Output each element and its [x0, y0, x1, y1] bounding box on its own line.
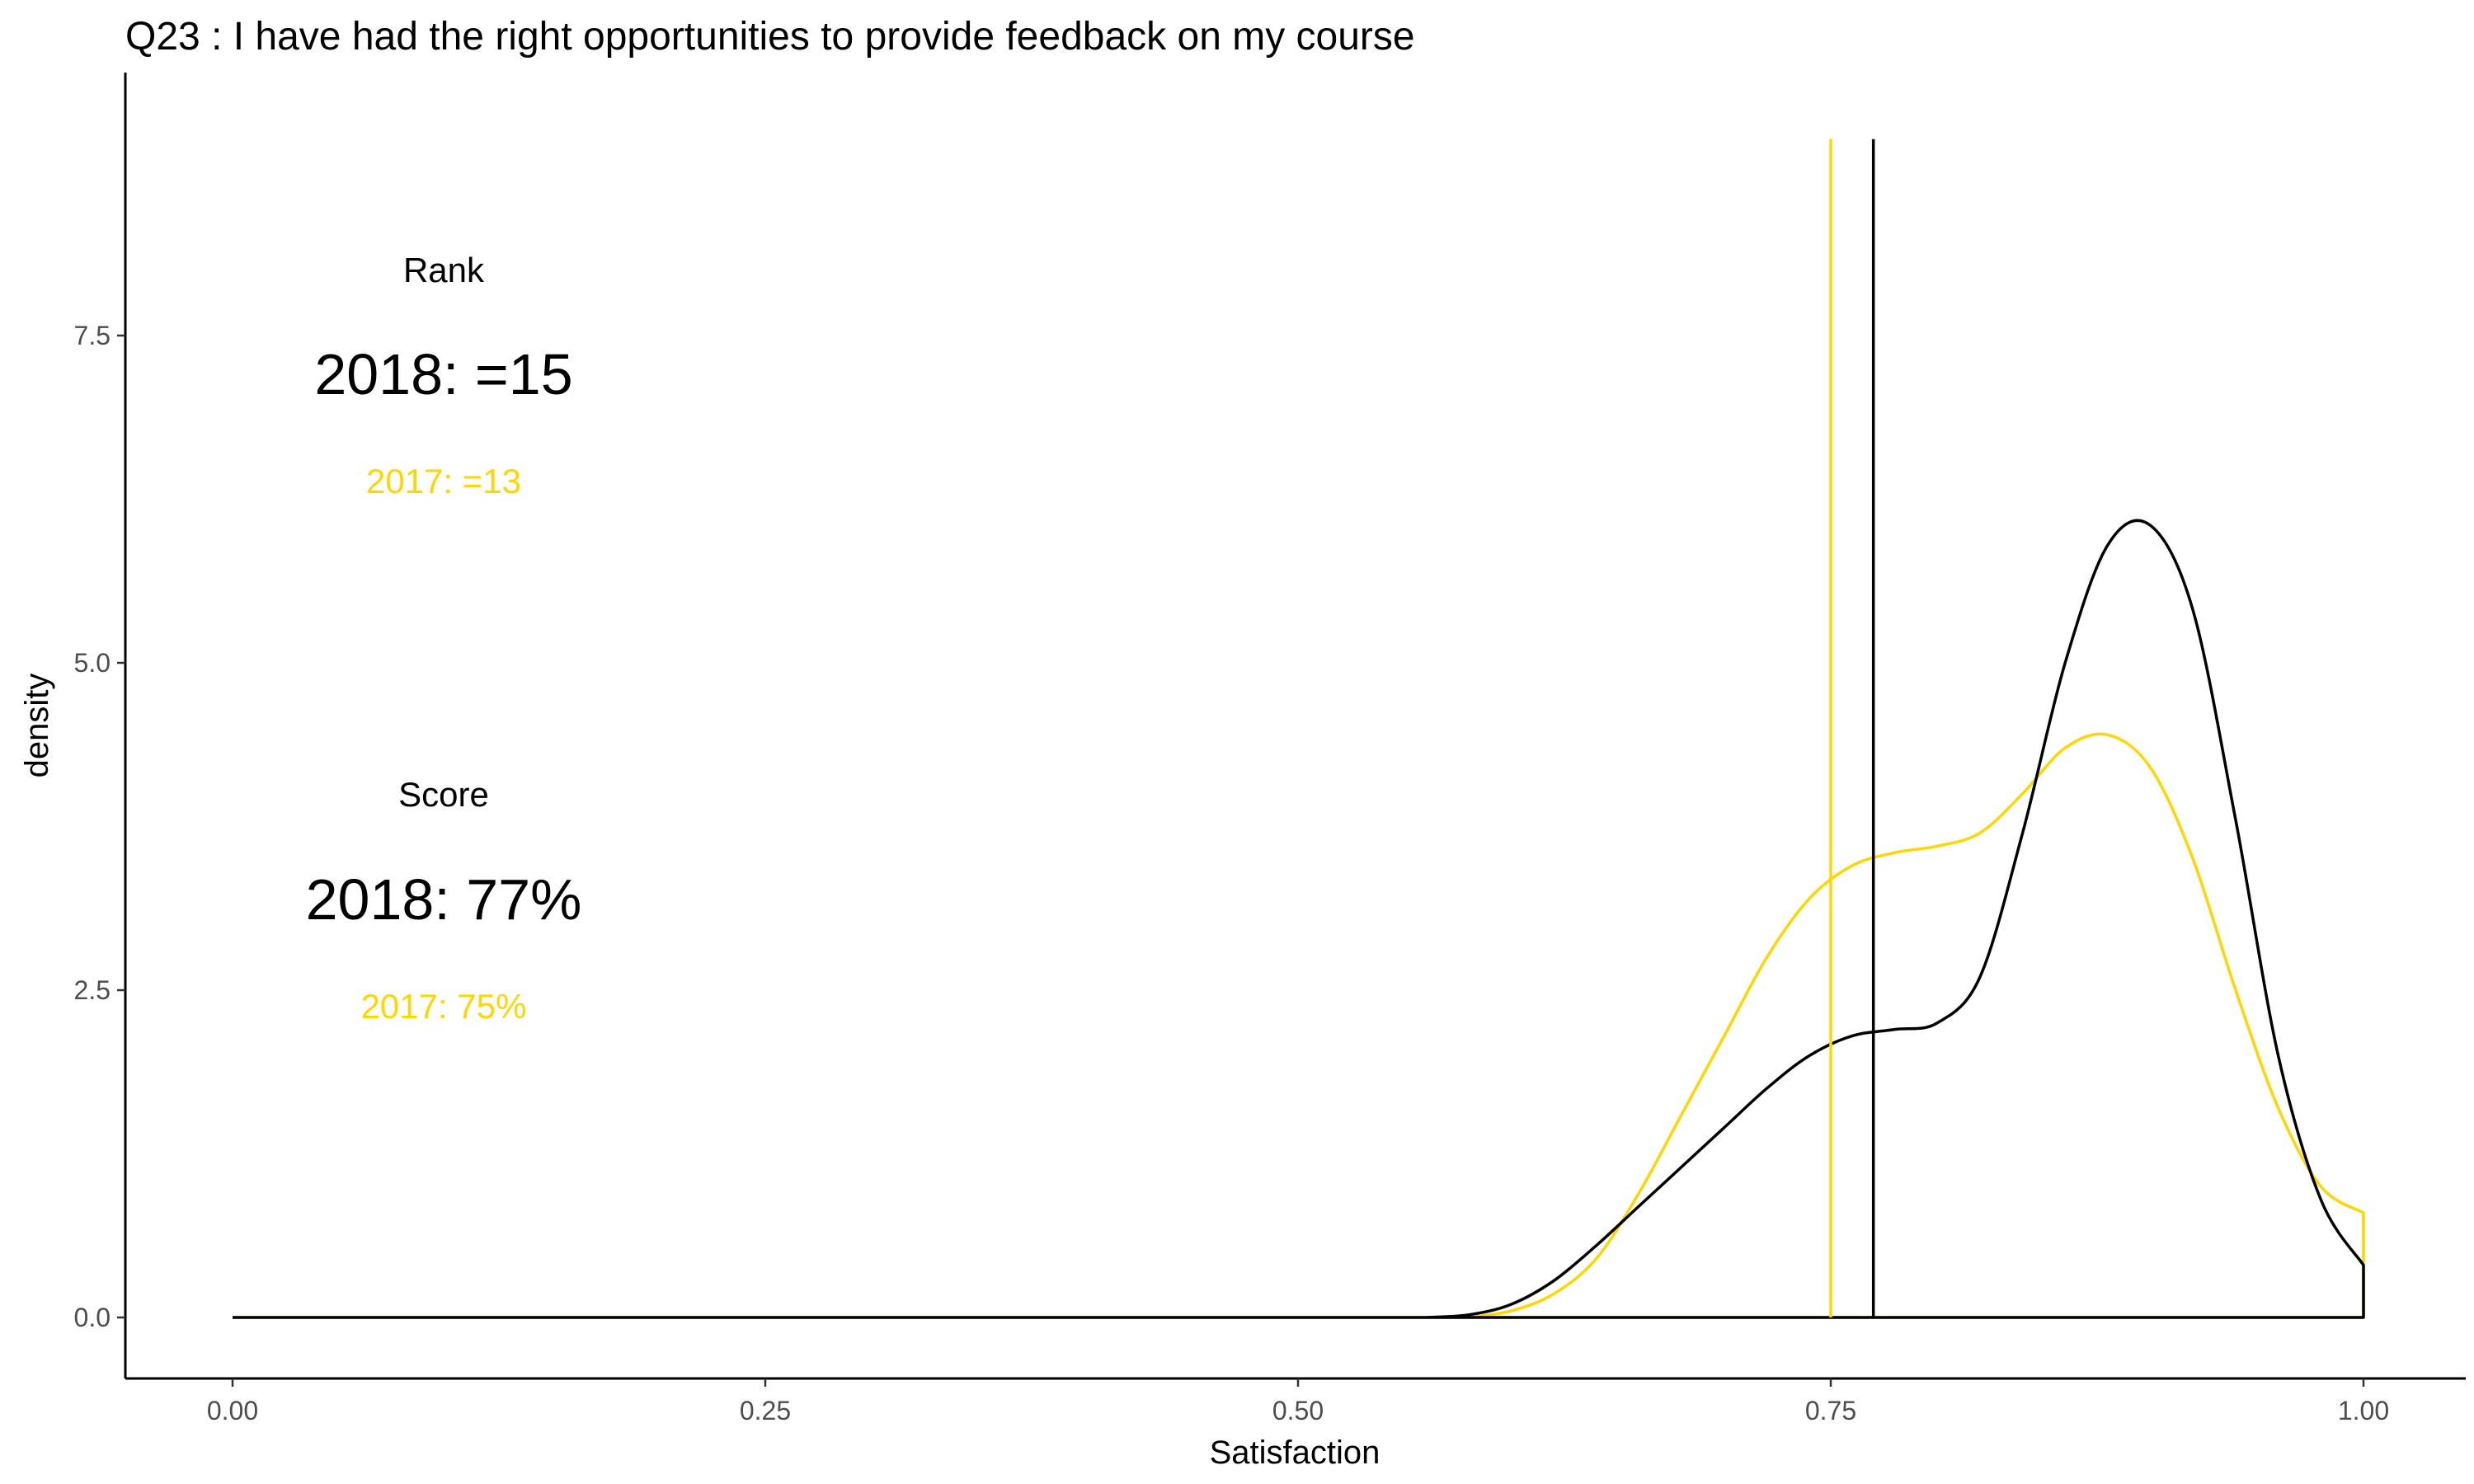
score-2017: 2017: 75% [361, 987, 527, 1026]
rank-2018: 2018: =15 [314, 342, 572, 406]
x-tick-label: 0.25 [740, 1396, 791, 1425]
y-axis-title: density [19, 674, 55, 778]
chart-title: Q23 : I have had the right opportunities… [125, 15, 1415, 59]
rank-2017: 2017: =13 [366, 462, 521, 500]
axes: 0.00 0.25 0.50 0.75 1.00 0.0 2.5 5.0 7.5 [74, 73, 2466, 1425]
y-tick-label: 2.5 [74, 975, 111, 1005]
score-annotation: Score 2018: 77% 2017: 75% [306, 775, 582, 1026]
x-tick-label: 0.75 [1805, 1396, 1856, 1425]
x-tick-label: 1.00 [2338, 1396, 2389, 1425]
x-axis-title: Satisfaction [1210, 1435, 1380, 1471]
x-tick-label: 0.50 [1272, 1396, 1324, 1425]
y-tick-label: 5.0 [74, 648, 111, 678]
score-heading: Score [398, 775, 489, 814]
rank-heading: Rank [403, 251, 485, 289]
y-tick-label: 0.0 [74, 1303, 111, 1332]
density-curve [233, 519, 2365, 1319]
y-tick-label: 7.5 [74, 321, 111, 350]
plot-lines [233, 139, 2365, 1319]
x-tick-label: 0.00 [207, 1396, 258, 1425]
rank-annotation: Rank 2018: =15 2017: =13 [314, 251, 572, 500]
density-curve [233, 732, 2365, 1319]
score-2018: 2018: 77% [306, 867, 582, 932]
